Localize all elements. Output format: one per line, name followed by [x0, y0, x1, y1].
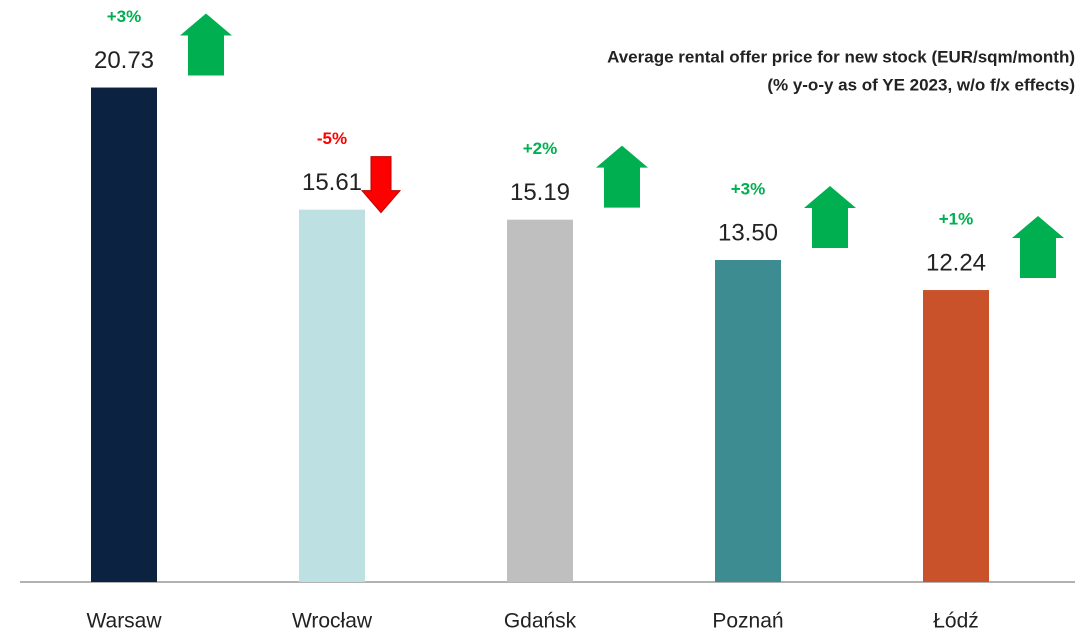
- down-arrow: [360, 156, 402, 214]
- x-tick-label: Warsaw: [86, 610, 162, 633]
- up-arrow: [596, 145, 648, 208]
- value-label: 12.24: [926, 249, 986, 276]
- change-label: -5%: [317, 129, 347, 148]
- up-arrow: [804, 185, 856, 248]
- up-arrow: [180, 13, 232, 76]
- change-label: +2%: [523, 139, 558, 158]
- value-label: 13.50: [718, 219, 778, 246]
- bar: [299, 209, 365, 582]
- chart-title: Average rental offer price for new stock…: [607, 47, 1075, 66]
- value-label: 15.61: [302, 169, 362, 196]
- change-label: +3%: [107, 7, 142, 26]
- x-tick-label: Łódź: [933, 610, 979, 633]
- change-label: +3%: [731, 179, 766, 198]
- x-tick-label: Gdańsk: [504, 610, 577, 633]
- x-tick-label: Wrocław: [292, 610, 373, 633]
- bar: [507, 219, 573, 582]
- change-label: +1%: [939, 210, 974, 229]
- value-label: 15.19: [510, 179, 570, 206]
- bar: [923, 290, 989, 582]
- up-arrow: [1012, 216, 1064, 279]
- value-label: 20.73: [94, 47, 154, 74]
- chart-subtitle: (% y-o-y as of YE 2023, w/o f/x effects): [767, 75, 1075, 94]
- x-tick-label: Poznań: [712, 610, 783, 633]
- bar: [91, 87, 157, 583]
- bar: [715, 259, 781, 582]
